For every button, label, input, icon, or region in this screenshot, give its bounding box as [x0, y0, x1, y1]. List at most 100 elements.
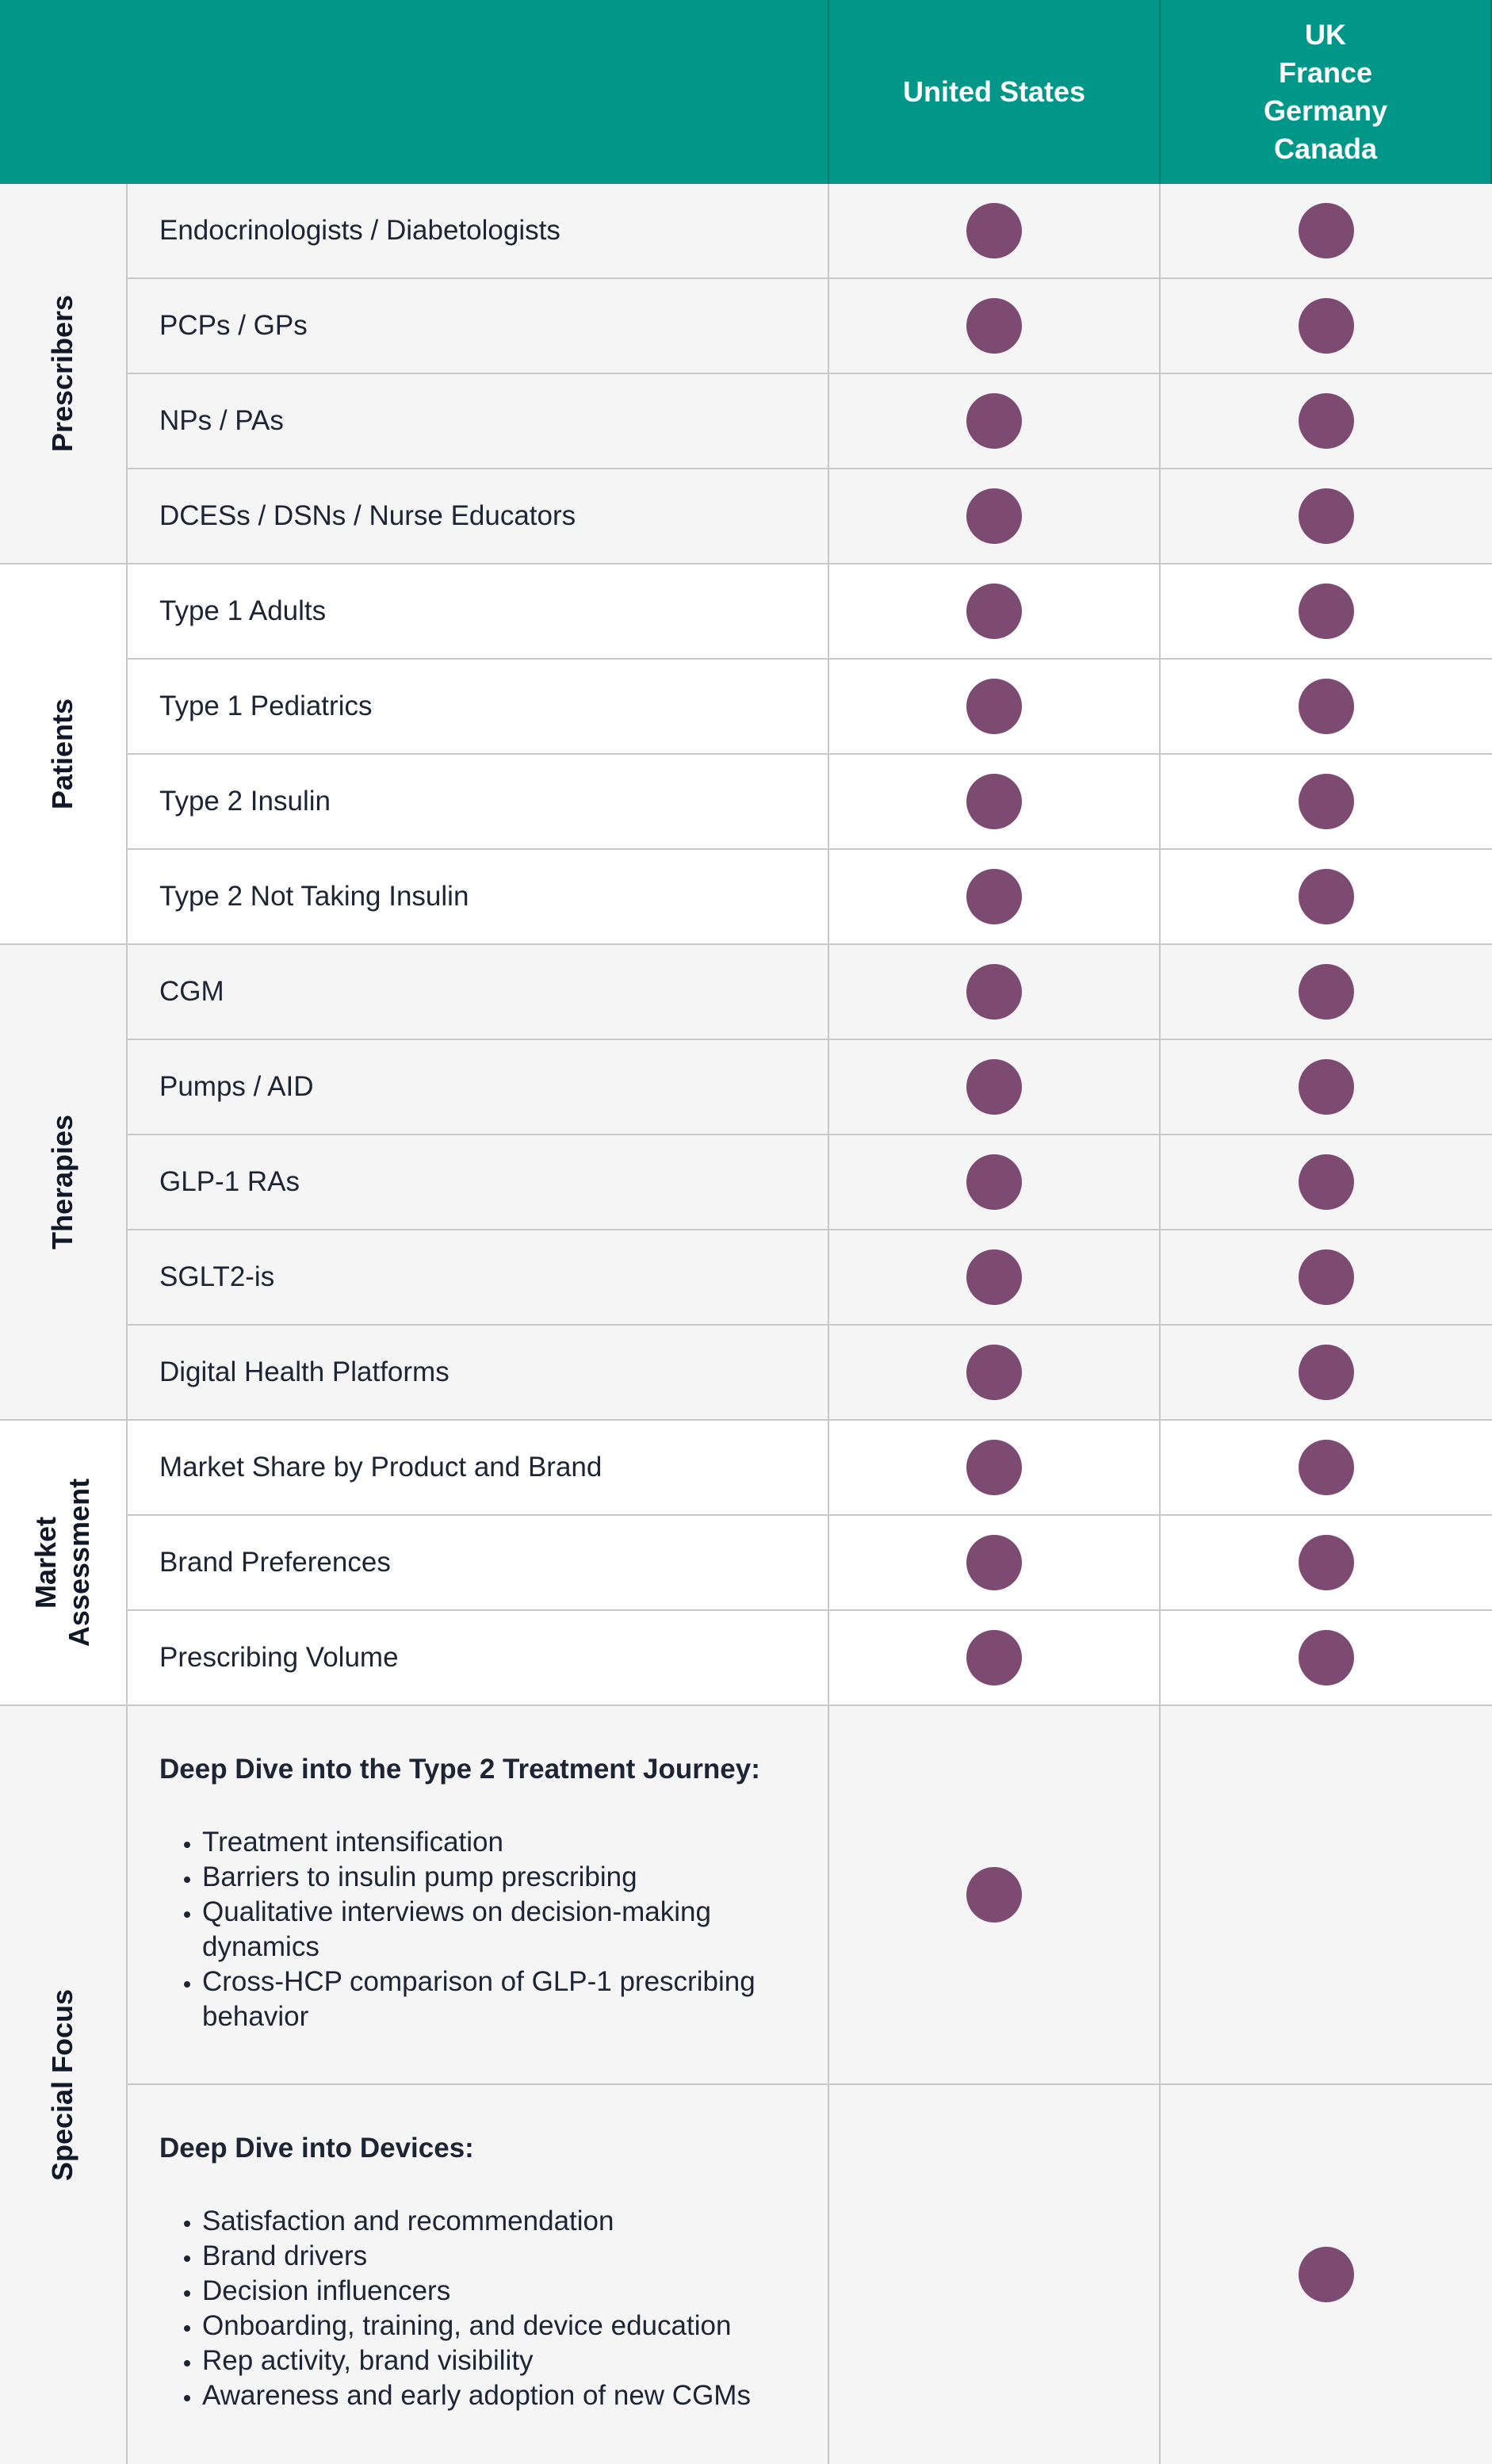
row-label-text: PCPs / GPs: [159, 310, 308, 341]
row-label: GLP-1 RAs: [128, 1135, 829, 1230]
row-label-text: DCESs / DSNs / Nurse Educators: [159, 500, 576, 531]
header-international: UK France Germany Canada: [1161, 0, 1492, 184]
header-blank: [0, 0, 829, 184]
coverage-dot: [1299, 488, 1354, 544]
coverage-dot: [1299, 679, 1354, 734]
row-label-text: Type 1 Pediatrics: [159, 691, 373, 721]
special-focus-bullets: Treatment intensificationBarriers to ins…: [159, 1825, 796, 2034]
group-label: Market Assessment: [30, 1479, 97, 1647]
special-focus-item: Deep Dive into the Type 2 Treatment Jour…: [128, 1706, 829, 2085]
coverage-cell-intl: [1161, 279, 1492, 374]
coverage-cell-intl: [1161, 1516, 1492, 1611]
special-focus-bullets: Satisfaction and recommendationBrand dri…: [159, 2204, 796, 2413]
coverage-dot: [1299, 203, 1354, 258]
row-label-text: Type 1 Adults: [159, 595, 327, 626]
bullet-item: Treatment intensification: [202, 1825, 796, 1860]
row-label: SGLT2-is: [128, 1230, 829, 1326]
bullet-item: Onboarding, training, and device educati…: [202, 2309, 796, 2343]
row-label: NPs / PAs: [128, 374, 829, 469]
coverage-cell-us: [829, 1611, 1161, 1706]
bullet-item: Awareness and early adoption of new CGMs: [202, 2378, 796, 2413]
coverage-dot: [1299, 1535, 1354, 1590]
row-label-text: Brand Preferences: [159, 1547, 391, 1578]
coverage-dot: [966, 1440, 1022, 1495]
row-label-text: SGLT2-is: [159, 1261, 275, 1292]
coverage-dot: [1299, 774, 1354, 829]
coverage-cell-us: [829, 279, 1161, 374]
group-label: Therapies: [47, 1115, 80, 1249]
group-label: Patients: [46, 698, 79, 809]
group-market-assessment: Market Assessment: [0, 1421, 128, 1706]
coverage-dot: [966, 488, 1022, 544]
row-label: DCESs / DSNs / Nurse Educators: [128, 469, 829, 564]
coverage-cell-intl: [1161, 660, 1492, 755]
coverage-dot: [1299, 1440, 1354, 1495]
coverage-cell-us: [829, 184, 1161, 279]
row-label: Endocrinologists / Diabetologists: [128, 184, 829, 279]
coverage-cell-intl: [1161, 1706, 1492, 2085]
coverage-cell-intl: [1161, 1135, 1492, 1230]
group-prescribers: Prescribers: [0, 184, 128, 564]
group-special-focus: Special Focus: [0, 1706, 128, 2464]
coverage-dot: [966, 1867, 1022, 1923]
coverage-dot: [1299, 2247, 1354, 2302]
bullet-item: Qualitative interviews on decision-makin…: [202, 1895, 796, 1965]
coverage-cell-intl: [1161, 850, 1492, 945]
row-label-text: Market Share by Product and Brand: [159, 1452, 603, 1483]
coverage-cell-us: [829, 1516, 1161, 1611]
coverage-dot: [966, 1059, 1022, 1115]
coverage-dot: [966, 1154, 1022, 1210]
group-label-line: Patients: [46, 698, 79, 810]
group-label-line: Therapies: [46, 1114, 79, 1250]
coverage-cell-intl: [1161, 2085, 1492, 2464]
row-label: Prescribing Volume: [128, 1611, 829, 1706]
coverage-dot: [966, 1630, 1022, 1685]
coverage-dot: [966, 583, 1022, 639]
coverage-cell-us: [829, 1230, 1161, 1326]
coverage-cell-us: [829, 660, 1161, 755]
bullet-item: Barriers to insulin pump prescribing: [202, 1860, 796, 1895]
row-label-text: Type 2 Insulin: [159, 786, 331, 817]
coverage-cell-intl: [1161, 469, 1492, 564]
header-country-canada: Canada: [1273, 132, 1378, 165]
row-label-text: GLP-1 RAs: [159, 1166, 300, 1197]
coverage-dot: [966, 869, 1022, 924]
coverage-cell-intl: [1161, 1611, 1492, 1706]
coverage-cell-us: [829, 1135, 1161, 1230]
coverage-dot: [1299, 298, 1354, 354]
coverage-dot: [1299, 583, 1354, 639]
header-country-germany: Germany: [1263, 94, 1388, 127]
coverage-dot: [966, 393, 1022, 449]
group-patients: Patients: [0, 564, 128, 945]
group-label-line: Special Focus: [46, 1988, 79, 2182]
coverage-cell-intl: [1161, 1230, 1492, 1326]
row-label: PCPs / GPs: [128, 279, 829, 374]
bullet-item: Decision influencers: [202, 2274, 796, 2309]
coverage-dot: [966, 1345, 1022, 1400]
group-label: Prescribers: [47, 295, 80, 452]
header-country-france: France: [1278, 56, 1373, 89]
coverage-cell-intl: [1161, 374, 1492, 469]
row-label: Type 2 Insulin: [128, 755, 829, 850]
coverage-dot: [1299, 1154, 1354, 1210]
coverage-dot: [966, 298, 1022, 354]
coverage-cell-intl: [1161, 564, 1492, 660]
special-focus-item: Deep Dive into Devices: Satisfaction and …: [128, 2085, 829, 2464]
coverage-cell-us: [829, 945, 1161, 1040]
coverage-dot: [966, 1249, 1022, 1305]
row-label: CGM: [128, 945, 829, 1040]
coverage-cell-us: [829, 850, 1161, 945]
coverage-cell-us: [829, 2085, 1161, 2464]
header-country-uk: UK: [1304, 18, 1346, 51]
coverage-dot: [1299, 1249, 1354, 1305]
special-focus-title: Deep Dive into the Type 2 Treatment Jour…: [159, 1754, 760, 1785]
coverage-dot: [966, 964, 1022, 1020]
row-label-text: Digital Health Platforms: [159, 1356, 450, 1387]
coverage-dot: [966, 1535, 1022, 1590]
row-label: Brand Preferences: [128, 1516, 829, 1611]
coverage-cell-us: [829, 755, 1161, 850]
bullet-item: Brand drivers: [202, 2239, 796, 2274]
coverage-cell-intl: [1161, 945, 1492, 1040]
row-label-text: NPs / PAs: [159, 405, 284, 436]
